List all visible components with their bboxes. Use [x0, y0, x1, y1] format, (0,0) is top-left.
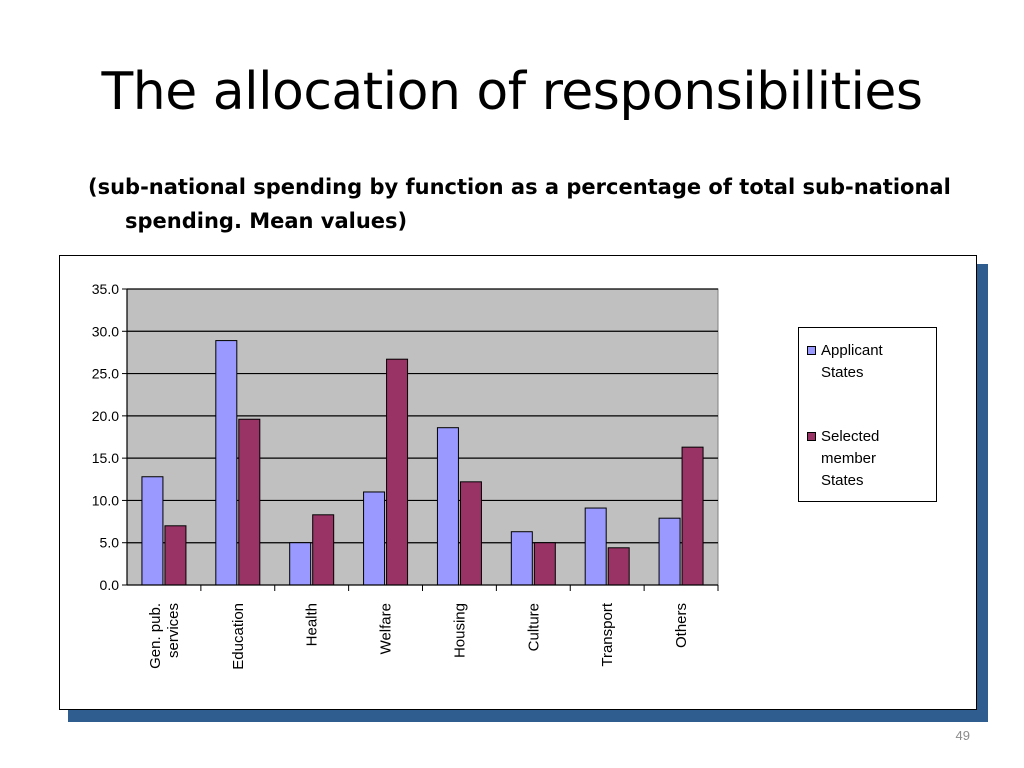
x-tick-label: Education [230, 603, 247, 670]
bar-applicant [141, 476, 164, 586]
legend-label-line: States [821, 472, 864, 489]
legend-label-line: Selected [821, 428, 880, 445]
x-tick-label-line: Housing [451, 603, 468, 658]
bar-selected [164, 525, 187, 586]
bar-selected [459, 481, 482, 586]
x-tick-label-line: Gen. pub. [147, 603, 164, 669]
bar-selected [386, 358, 409, 586]
bar-applicant [584, 507, 607, 586]
x-tick-label-line: Others [673, 603, 690, 648]
y-tick-label: 10.0 [92, 492, 119, 508]
x-tick-label: Gen. pub. services [147, 603, 182, 669]
x-tick-label-line: Health [304, 603, 321, 646]
x-tick-label-line: Education [230, 603, 247, 670]
legend-label-applicant: Applicant States [821, 340, 921, 384]
bar-applicant [215, 340, 238, 586]
bar-applicant [436, 427, 459, 586]
y-tick-labels: 0.0 5.0 10.0 15.0 20.0 25.0 30.0 35.0 [92, 281, 119, 593]
x-tick-label: Welfare [378, 603, 395, 654]
y-tick-label: 25.0 [92, 366, 119, 382]
bar-applicant [510, 531, 533, 586]
bar-applicant [658, 517, 681, 586]
x-tick-label-line: services [165, 603, 182, 658]
x-tick-label: Health [304, 603, 321, 646]
bar-selected [238, 418, 261, 586]
chart-legend: Applicant States Selected member States [798, 327, 937, 502]
x-tick-label-line: Culture [525, 603, 542, 651]
x-tick-label-line: Welfare [378, 603, 395, 654]
y-tick-label: 20.0 [92, 408, 119, 424]
bar-applicant [289, 542, 312, 586]
legend-swatch-applicant [807, 346, 816, 355]
bar-selected [681, 446, 704, 586]
x-tick-label: Culture [525, 603, 542, 651]
page-number: 49 [955, 728, 970, 743]
x-tick-label: Housing [451, 603, 468, 658]
x-tick-labels: Gen. pub. services Education Health Welfare H… [147, 602, 690, 670]
slide-subtitle: (sub-national spending by function as a … [88, 175, 951, 233]
legend-swatch-selected [807, 432, 816, 441]
bars [141, 340, 704, 586]
bar-selected [607, 547, 630, 586]
bar-selected [312, 514, 335, 586]
legend-label-line: Applicant [821, 342, 883, 359]
x-tick-label: Transport [599, 602, 616, 666]
y-tick-label: 30.0 [92, 323, 119, 339]
x-tick-label: Others [673, 603, 690, 648]
legend-item-applicant: Applicant States [807, 340, 921, 384]
legend-item-selected: Selected member States [807, 426, 921, 492]
legend-label-selected: Selected member States [821, 426, 921, 492]
y-tick-label: 0.0 [100, 577, 120, 593]
slide-title: The allocation of responsibilities [101, 62, 923, 122]
y-tick-label: 15.0 [92, 450, 119, 466]
y-tick-label: 5.0 [100, 535, 120, 551]
axes [122, 288, 719, 591]
bar-applicant [363, 491, 386, 586]
legend-label-line: States [821, 364, 864, 381]
legend-label-line: member [821, 450, 877, 467]
y-tick-label: 35.0 [92, 281, 119, 297]
bar-selected [533, 542, 556, 586]
x-tick-label-line: Transport [599, 602, 616, 666]
